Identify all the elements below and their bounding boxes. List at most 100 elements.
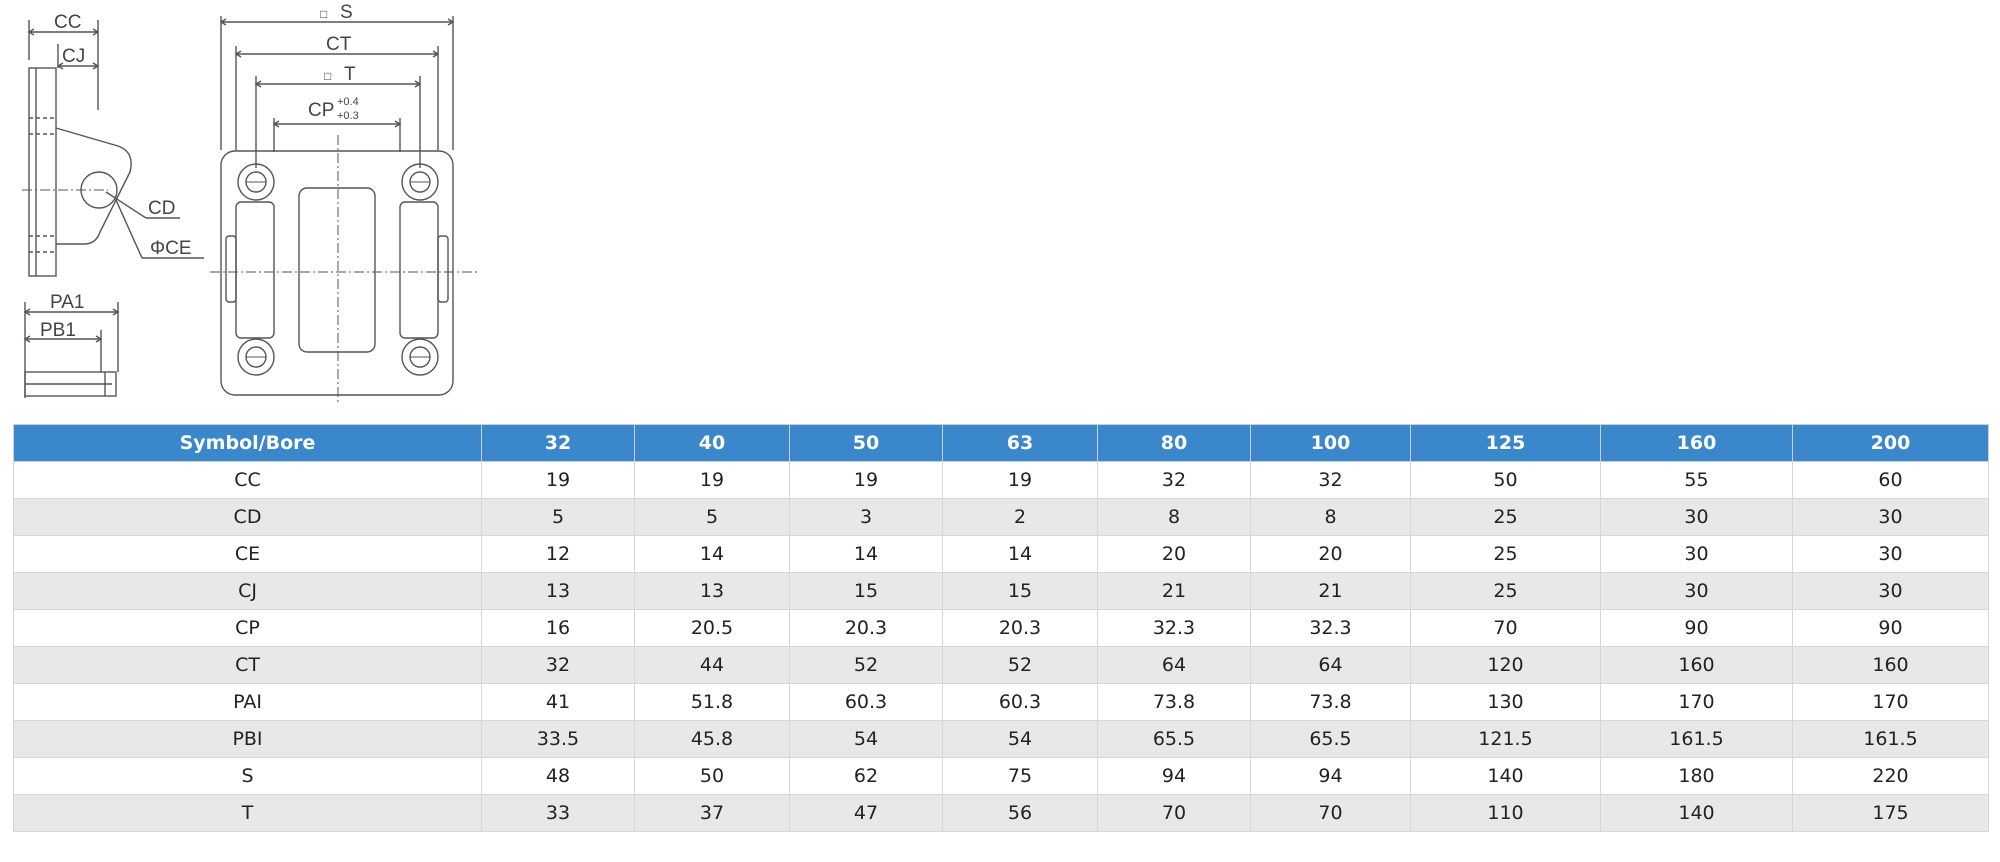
- label-cp-tol-lower: +0.3: [337, 110, 359, 122]
- value-cell: 32: [1097, 461, 1251, 499]
- row-symbol-cell: PBI: [13, 720, 482, 758]
- table-row: CC 19 19 19 19 32 32 50 55 60: [13, 461, 1989, 499]
- value-cell: 52: [942, 646, 1098, 684]
- value-cell: 21: [1250, 572, 1411, 610]
- header-bore-2: 40: [634, 424, 790, 462]
- value-cell: 161.5: [1600, 720, 1793, 758]
- value-cell: 30: [1792, 535, 1989, 573]
- header-symbol-bore: Symbol/Bore: [13, 424, 482, 462]
- value-cell: 56: [942, 794, 1098, 832]
- row-symbol-cell: S: [13, 757, 482, 795]
- value-cell: 32.3: [1250, 609, 1411, 647]
- table-row: PAI 41 51.8 60.3 60.3 73.8 73.8 130 170 170: [13, 683, 1989, 721]
- value-cell: 48: [481, 757, 635, 795]
- label-t: T: [344, 64, 356, 85]
- header-bore-3: 50: [789, 424, 943, 462]
- value-cell: 25: [1410, 535, 1601, 573]
- value-cell: 25: [1410, 572, 1601, 610]
- value-cell: 8: [1097, 498, 1251, 536]
- table-body: CC 19 19 19 19 32 32 50 55 60 CD 5 5 3 2 8 8 25 30 30 CE 12 14…: [13, 461, 1989, 832]
- value-cell: 60: [1792, 461, 1989, 499]
- value-cell: 19: [789, 461, 943, 499]
- table-row: CP 16 20.5 20.3 20.3 32.3 32.3 70 90 90: [13, 609, 1989, 647]
- value-cell: 51.8: [634, 683, 790, 721]
- label-cj: CJ: [62, 46, 85, 67]
- value-cell: 19: [481, 461, 635, 499]
- value-cell: 30: [1600, 535, 1793, 573]
- value-cell: 14: [789, 535, 943, 573]
- table-row: CJ 13 13 15 15 21 21 25 30 30: [13, 572, 1989, 610]
- value-cell: 65.5: [1097, 720, 1251, 758]
- value-cell: 12: [481, 535, 635, 573]
- value-cell: 160: [1600, 646, 1793, 684]
- value-cell: 170: [1792, 683, 1989, 721]
- value-cell: 60.3: [942, 683, 1098, 721]
- value-cell: 50: [634, 757, 790, 795]
- value-cell: 120: [1410, 646, 1601, 684]
- value-cell: 75: [942, 757, 1098, 795]
- label-cc: CC: [54, 12, 81, 33]
- square-symbol-t: □: [324, 69, 331, 83]
- value-cell: 30: [1600, 498, 1793, 536]
- value-cell: 175: [1792, 794, 1989, 832]
- value-cell: 2: [942, 498, 1098, 536]
- value-cell: 41: [481, 683, 635, 721]
- value-cell: 70: [1097, 794, 1251, 832]
- header-bore-5: 80: [1097, 424, 1251, 462]
- value-cell: 70: [1410, 609, 1601, 647]
- value-cell: 180: [1600, 757, 1793, 795]
- table-row: CD 5 5 3 2 8 8 25 30 30: [13, 498, 1989, 536]
- value-cell: 52: [789, 646, 943, 684]
- value-cell: 50: [1410, 461, 1601, 499]
- row-symbol-cell: CJ: [13, 572, 482, 610]
- value-cell: 45.8: [634, 720, 790, 758]
- header-bore-6: 100: [1250, 424, 1411, 462]
- value-cell: 33: [481, 794, 635, 832]
- label-ce: ΦCE: [150, 238, 192, 259]
- value-cell: 32: [481, 646, 635, 684]
- table-row: PBI 33.5 45.8 54 54 65.5 65.5 121.5 161.5 161.5: [13, 720, 1989, 758]
- header-bore-7: 125: [1410, 424, 1601, 462]
- value-cell: 60.3: [789, 683, 943, 721]
- label-pa1: PA1: [50, 292, 85, 313]
- value-cell: 94: [1097, 757, 1251, 795]
- row-symbol-cell: CT: [13, 646, 482, 684]
- row-symbol-cell: CP: [13, 609, 482, 647]
- label-cp-tol-upper: +0.4: [337, 96, 359, 108]
- value-cell: 65.5: [1250, 720, 1411, 758]
- value-cell: 64: [1250, 646, 1411, 684]
- value-cell: 32: [1250, 461, 1411, 499]
- value-cell: 8: [1250, 498, 1411, 536]
- value-cell: 15: [942, 572, 1098, 610]
- value-cell: 14: [634, 535, 790, 573]
- value-cell: 20: [1250, 535, 1411, 573]
- value-cell: 160: [1792, 646, 1989, 684]
- table-header-row: Symbol/Bore 32 40 50 63 80 100 125 160 200: [13, 424, 1989, 462]
- label-cp: CP: [308, 100, 334, 121]
- value-cell: 55: [1600, 461, 1793, 499]
- header-bore-9: 200: [1792, 424, 1989, 462]
- value-cell: 15: [789, 572, 943, 610]
- row-symbol-cell: CC: [13, 461, 482, 499]
- value-cell: 54: [789, 720, 943, 758]
- value-cell: 90: [1792, 609, 1989, 647]
- value-cell: 19: [634, 461, 790, 499]
- value-cell: 19: [942, 461, 1098, 499]
- value-cell: 20.3: [789, 609, 943, 647]
- value-cell: 54: [942, 720, 1098, 758]
- table-row: T 33 37 47 56 70 70 110 140 175: [13, 794, 1989, 832]
- label-ct: CT: [326, 34, 352, 55]
- value-cell: 5: [481, 498, 635, 536]
- value-cell: 130: [1410, 683, 1601, 721]
- value-cell: 44: [634, 646, 790, 684]
- value-cell: 110: [1410, 794, 1601, 832]
- value-cell: 20: [1097, 535, 1251, 573]
- value-cell: 70: [1250, 794, 1411, 832]
- dimensions-table: Symbol/Bore 32 40 50 63 80 100 125 160 200 CC 19 19…: [13, 424, 1989, 832]
- drawing-svg: CC CJ CD ΦCE PA1 PB1 □ S CT □ T CP +0.4 …: [22, 2, 478, 405]
- value-cell: 73.8: [1250, 683, 1411, 721]
- value-cell: 62: [789, 757, 943, 795]
- value-cell: 90: [1600, 609, 1793, 647]
- value-cell: 5: [634, 498, 790, 536]
